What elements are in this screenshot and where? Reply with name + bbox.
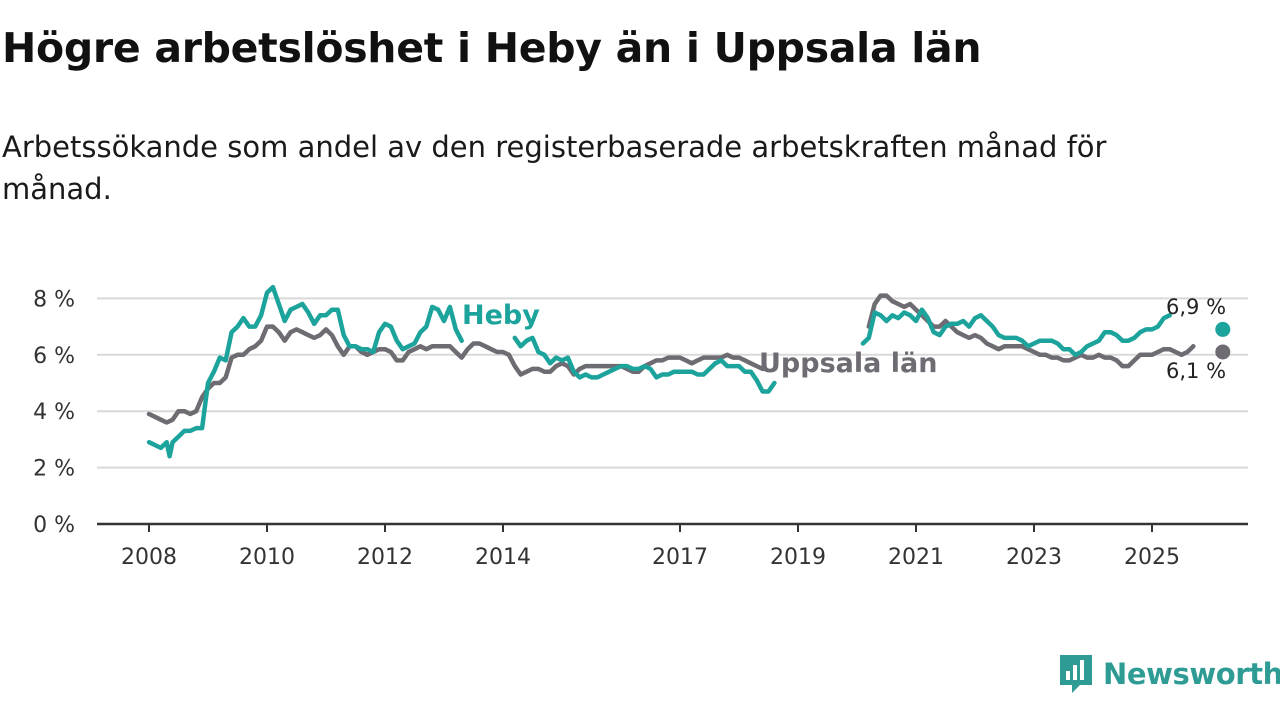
series-label-heby: Heby	[462, 300, 540, 331]
x-tick-label: 2025	[1124, 545, 1180, 570]
y-tick-label: 2 %	[33, 457, 75, 482]
y-tick-label: 6 %	[33, 344, 75, 369]
series-lines	[146, 284, 1231, 459]
series-line-uppsala-1	[866, 293, 1196, 369]
x-tick-label: 2008	[121, 545, 177, 570]
chart-subtitle: Arbetssökande som andel av den registerb…	[2, 130, 1107, 206]
x-tick-label: 2017	[652, 545, 708, 570]
y-tick-label: 0 %	[33, 513, 75, 538]
brand-name: Newsworthy	[1103, 657, 1280, 691]
end-marker-heby	[1215, 321, 1231, 337]
newsworthy-logo-icon	[1060, 655, 1092, 693]
series-line-heby-2	[860, 307, 1172, 358]
brand-logo: Newsworthy	[1058, 652, 1280, 696]
x-tick-label: 2012	[357, 545, 413, 570]
series-line-uppsala-0	[146, 324, 765, 425]
chart-title: Högre arbetslöshet i Heby än i Uppsala l…	[2, 24, 982, 72]
x-tick-label: 2023	[1006, 545, 1062, 570]
series-line-heby-0	[146, 284, 464, 459]
axes: 0 % 2 % 4 % 6 % 8 % 2008 2010 2012 2014 2017 2019 2…	[33, 287, 1248, 570]
y-tick-label: 4 %	[33, 400, 75, 425]
series-label-uppsala: Uppsala län	[759, 348, 937, 379]
grid-lines	[97, 297, 1248, 469]
x-tick-label: 2014	[475, 545, 531, 570]
end-label-heby: 6,9 %	[1166, 295, 1226, 319]
x-tick-label: 2010	[239, 545, 295, 570]
x-tick-label: 2021	[888, 545, 944, 570]
y-tick-label: 8 %	[33, 287, 75, 312]
x-tick-label: 2019	[770, 545, 826, 570]
end-label-uppsala: 6,1 %	[1166, 359, 1226, 383]
series-line-heby-1	[512, 335, 777, 394]
end-marker-uppsala	[1215, 344, 1231, 360]
